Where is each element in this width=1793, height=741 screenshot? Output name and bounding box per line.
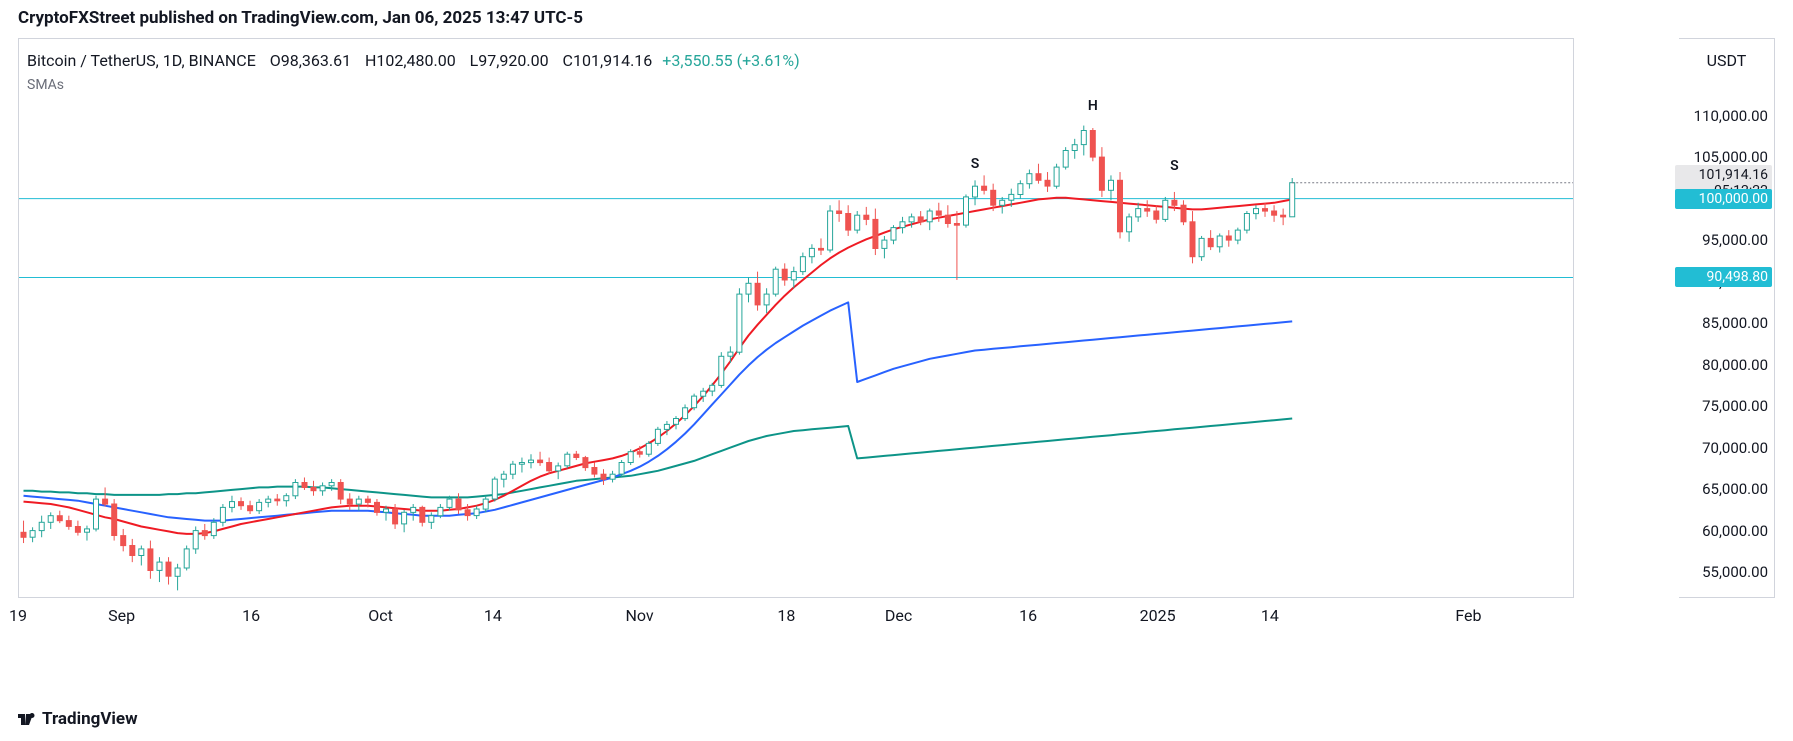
x-tick: Nov <box>626 606 654 625</box>
y-tick: 110,000.00 <box>1694 107 1768 125</box>
publish-header: CryptoFXStreet published on TradingView.… <box>18 8 583 28</box>
pattern-label: S <box>971 156 980 172</box>
currency-label: USDT <box>1679 39 1774 82</box>
chart-container: CryptoFXStreet published on TradingView.… <box>0 0 1793 741</box>
y-tick: 80,000.00 <box>1702 356 1768 374</box>
x-tick: 16 <box>242 606 260 625</box>
x-tick: Oct <box>368 606 393 625</box>
y-tick: 85,000.00 <box>1702 314 1768 332</box>
ohlc-l: L97,920.00 <box>466 51 549 70</box>
y-tick: 65,000.00 <box>1702 480 1768 498</box>
indicator-label: SMAs <box>27 77 64 93</box>
y-tick: 60,000.00 <box>1702 522 1768 540</box>
pattern-label: S <box>1170 158 1179 174</box>
x-tick: 18 <box>777 606 795 625</box>
x-axis[interactable]: 19Sep16Oct14Nov18Dec16202514Feb <box>18 600 1572 630</box>
x-tick: 16 <box>1019 606 1037 625</box>
y-axis[interactable]: USDT 110,000.00105,000.00100,000.0095,00… <box>1679 38 1775 598</box>
ohlc-c: C101,914.16 <box>559 51 653 70</box>
x-tick: Sep <box>108 606 135 625</box>
level-pill: 90,498.80 <box>1675 267 1772 287</box>
level-pill: 100,000.00 <box>1675 189 1772 209</box>
ohlc-legend: Bitcoin / TetherUS, 1D, BINANCE O98,363.… <box>27 51 800 70</box>
y-tick: 70,000.00 <box>1702 439 1768 457</box>
tradingview-logo-icon <box>18 712 36 726</box>
footer-attribution: TradingView <box>18 709 138 729</box>
chart-svg <box>19 39 1573 597</box>
ohlc-pct: (+3.61%) <box>737 51 800 70</box>
y-tick: 55,000.00 <box>1702 563 1768 581</box>
y-tick: 105,000.00 <box>1694 148 1768 166</box>
ohlc-o: O98,363.61 <box>266 51 351 70</box>
x-tick: Feb <box>1455 606 1481 625</box>
ohlc-change: +3,550.55 <box>662 51 732 70</box>
x-tick: 14 <box>1261 606 1279 625</box>
x-tick: 2025 <box>1140 606 1176 625</box>
x-tick: 14 <box>484 606 502 625</box>
x-tick: Dec <box>885 606 912 625</box>
pattern-label: H <box>1088 98 1098 114</box>
x-tick: 19 <box>9 606 27 625</box>
chart-pane[interactable]: Bitcoin / TetherUS, 1D, BINANCE O98,363.… <box>18 38 1574 598</box>
symbol-title: Bitcoin / TetherUS, 1D, BINANCE <box>27 51 256 70</box>
footer-text: TradingView <box>42 709 138 729</box>
y-tick: 95,000.00 <box>1702 231 1768 249</box>
y-tick: 75,000.00 <box>1702 397 1768 415</box>
ohlc-h: H102,480.00 <box>361 51 456 70</box>
